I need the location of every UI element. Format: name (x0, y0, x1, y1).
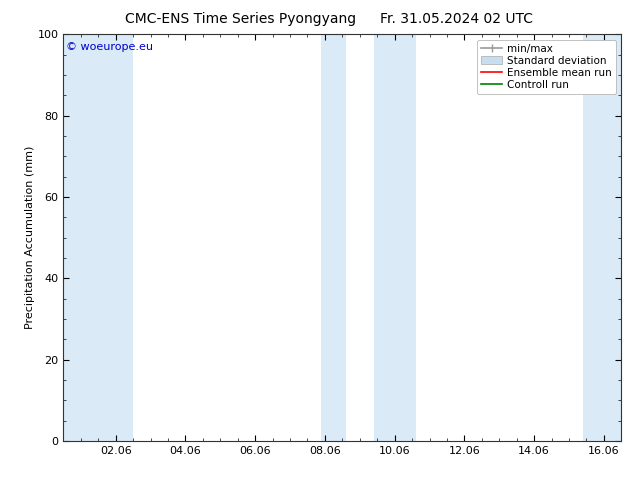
Text: © woeurope.eu: © woeurope.eu (66, 43, 153, 52)
Legend: min/max, Standard deviation, Ensemble mean run, Controll run: min/max, Standard deviation, Ensemble me… (477, 40, 616, 94)
Bar (373, 34, 415, 441)
Text: Fr. 31.05.2024 02 UTC: Fr. 31.05.2024 02 UTC (380, 12, 533, 26)
Y-axis label: Precipitation Accumulation (mm): Precipitation Accumulation (mm) (25, 146, 35, 329)
Bar (583, 34, 621, 441)
Bar (321, 34, 346, 441)
Bar (63, 34, 133, 441)
Text: CMC-ENS Time Series Pyongyang: CMC-ENS Time Series Pyongyang (126, 12, 356, 26)
